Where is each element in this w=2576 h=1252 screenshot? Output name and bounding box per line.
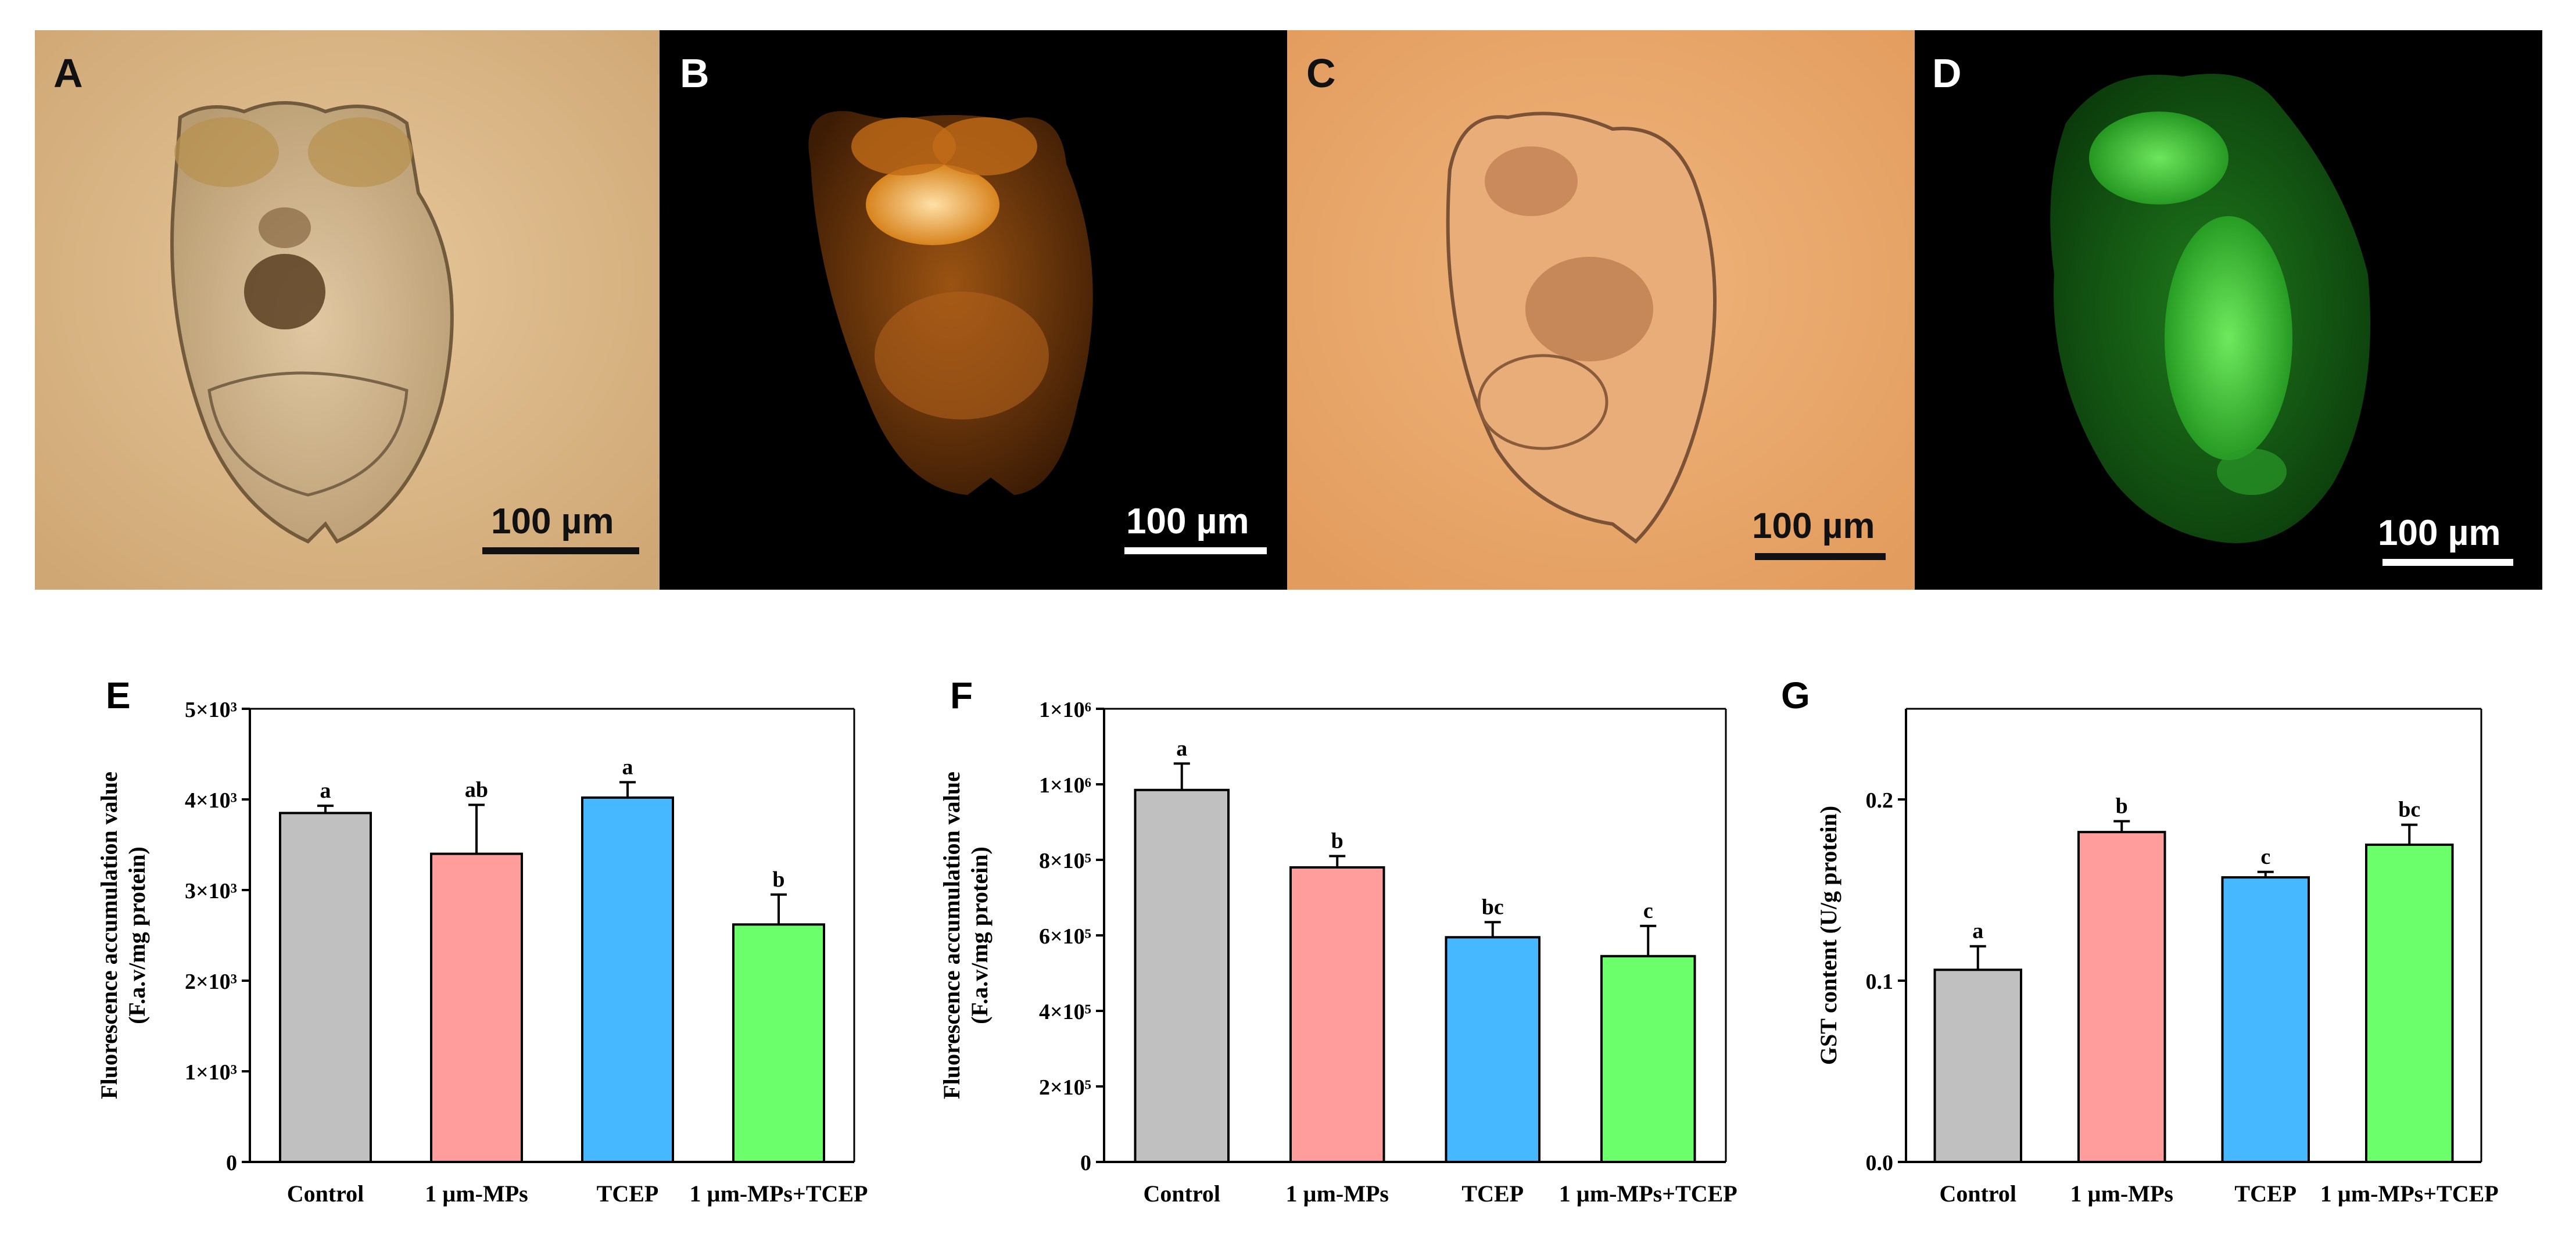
rotifer-fluorescence-orange-image [660,30,1287,590]
chart-g: G 0.0 0.1 0.2 GST content (U/g protein) a Con… [1743,651,2576,1249]
x-tick-label: TCEP [597,1181,659,1207]
significance-letter: ab [465,777,488,802]
y-tick-label: 2×10⁵ [1039,1075,1091,1100]
y-axis-label: Fluorescence accumulation value [938,772,965,1099]
y-tick-label: 1×10⁶ [1039,773,1091,798]
bar [581,796,674,1163]
image-panel-a [35,30,660,590]
scale-label-a: 100 µm [491,501,614,541]
rotifer-brightfield-image [35,30,660,590]
scale-label-b: 100 µm [1126,501,1249,541]
significance-letter: bc [1482,895,1504,919]
panel-label-c: C [1306,51,1336,96]
x-tick-label: 1 µm-MPs+TCEP [2320,1181,2499,1207]
scale-bar-c [1755,553,1886,560]
bar [1600,955,1696,1163]
y-axis-label: GST content (U/g protein) [1815,806,1841,1065]
significance-letter: a [1972,919,1983,944]
image-panel-b [660,30,1287,590]
y-tick-label: 8×10⁵ [1039,849,1091,873]
x-tick-label: 1 µm-MPs [1286,1181,1389,1207]
chart-label-g: G [1781,675,1810,716]
chart-f: F 0 2×10⁵ 4×10⁵ 6×10⁵ 8×10⁵ 1×10⁶ 1×10⁶ Fluores… [872,651,1743,1249]
bar [2077,831,2166,1164]
chart-e-svg: 0 1×10³ 2×10³ 3×10³ 4×10³ 5×10³ Fluorescence a… [96,698,868,1207]
significance-letter: b [2116,794,2128,818]
chart-e: E 0 1×10³ 2×10³ 3×10³ 4×10³ 5×10³ Fluorescence… [0,651,872,1249]
bar [1933,968,2022,1164]
y-axis-label: (F.a.v/mg protein) [966,846,993,1024]
chart-label-f: F [950,675,973,716]
rotifer-brightfield-image-2 [1287,30,1915,590]
y-axis-label: (F.a.v/mg protein) [124,846,150,1024]
significance-letter: a [1176,736,1187,760]
y-tick-label: 1×10³ [185,1060,237,1085]
scale-label-c: 100 µm [1752,506,1875,546]
significance-letter: a [320,779,331,803]
significance-letter: bc [2398,798,2420,822]
significance-letter: c [1643,899,1653,923]
y-tick-label: 2×10³ [185,970,237,994]
scale-bar-b [1124,547,1267,554]
bar [1289,866,1385,1163]
y-tick-label: 0 [1080,1151,1091,1175]
scale-bar-d [2382,559,2513,566]
chart-g-svg: 0.0 0.1 0.2 GST content (U/g protein) a Contr… [1815,708,2499,1207]
significance-letter: c [2260,845,2270,869]
bar [2221,876,2310,1163]
x-tick-label: 1 µm-MPs [425,1181,528,1207]
bar [1134,788,1230,1163]
y-tick-label: 3×10³ [185,879,237,903]
bar [732,923,825,1163]
y-tick-label: 5×10³ [185,698,237,722]
x-tick-label: 1 µm-MPs [2070,1181,2173,1207]
x-tick-label: Control [1143,1181,1220,1207]
y-tick-label: 0 [226,1151,237,1175]
y-tick-label: 6×10⁵ [1039,924,1091,949]
x-tick-label: Control [1939,1181,2016,1207]
y-tick-label: 0.0 [1866,1151,1894,1175]
y-tick-label: 0.2 [1866,788,1894,813]
significance-letter: b [1331,829,1343,853]
scale-bar-a [482,547,639,554]
chart-label-e: E [106,675,131,716]
bar [430,852,523,1164]
bar [279,812,372,1163]
bar [1445,936,1540,1163]
y-tick-label: 1×10⁶ [1039,698,1091,722]
significance-letter: a [622,755,633,779]
rotifer-fluorescence-green-image [1915,30,2542,590]
y-tick-label: 4×10³ [185,788,237,813]
significance-letter: b [772,867,784,892]
chart-f-svg: 0 2×10⁵ 4×10⁵ 6×10⁵ 8×10⁵ 1×10⁶ 1×10⁶ Fluoresce… [938,698,1737,1207]
y-axis-label: Fluorescence accumulation value [96,772,122,1099]
x-tick-label: 1 µm-MPs+TCEP [690,1181,868,1207]
bar [2365,844,2454,1163]
image-panel-c [1287,30,1915,590]
x-tick-label: Control [287,1181,364,1207]
x-tick-label: TCEP [1461,1181,1524,1207]
panel-label-a: A [53,51,83,96]
panel-label-b: B [680,51,710,96]
panel-label-d: D [1932,51,1962,96]
y-tick-label: 0.1 [1866,970,1894,994]
x-tick-label: 1 µm-MPs+TCEP [1559,1181,1737,1207]
y-tick-label: 4×10⁵ [1039,1000,1091,1024]
scale-label-d: 100 µm [2378,513,2501,553]
x-tick-label: TCEP [2234,1181,2296,1207]
image-panel-d [1915,30,2542,590]
